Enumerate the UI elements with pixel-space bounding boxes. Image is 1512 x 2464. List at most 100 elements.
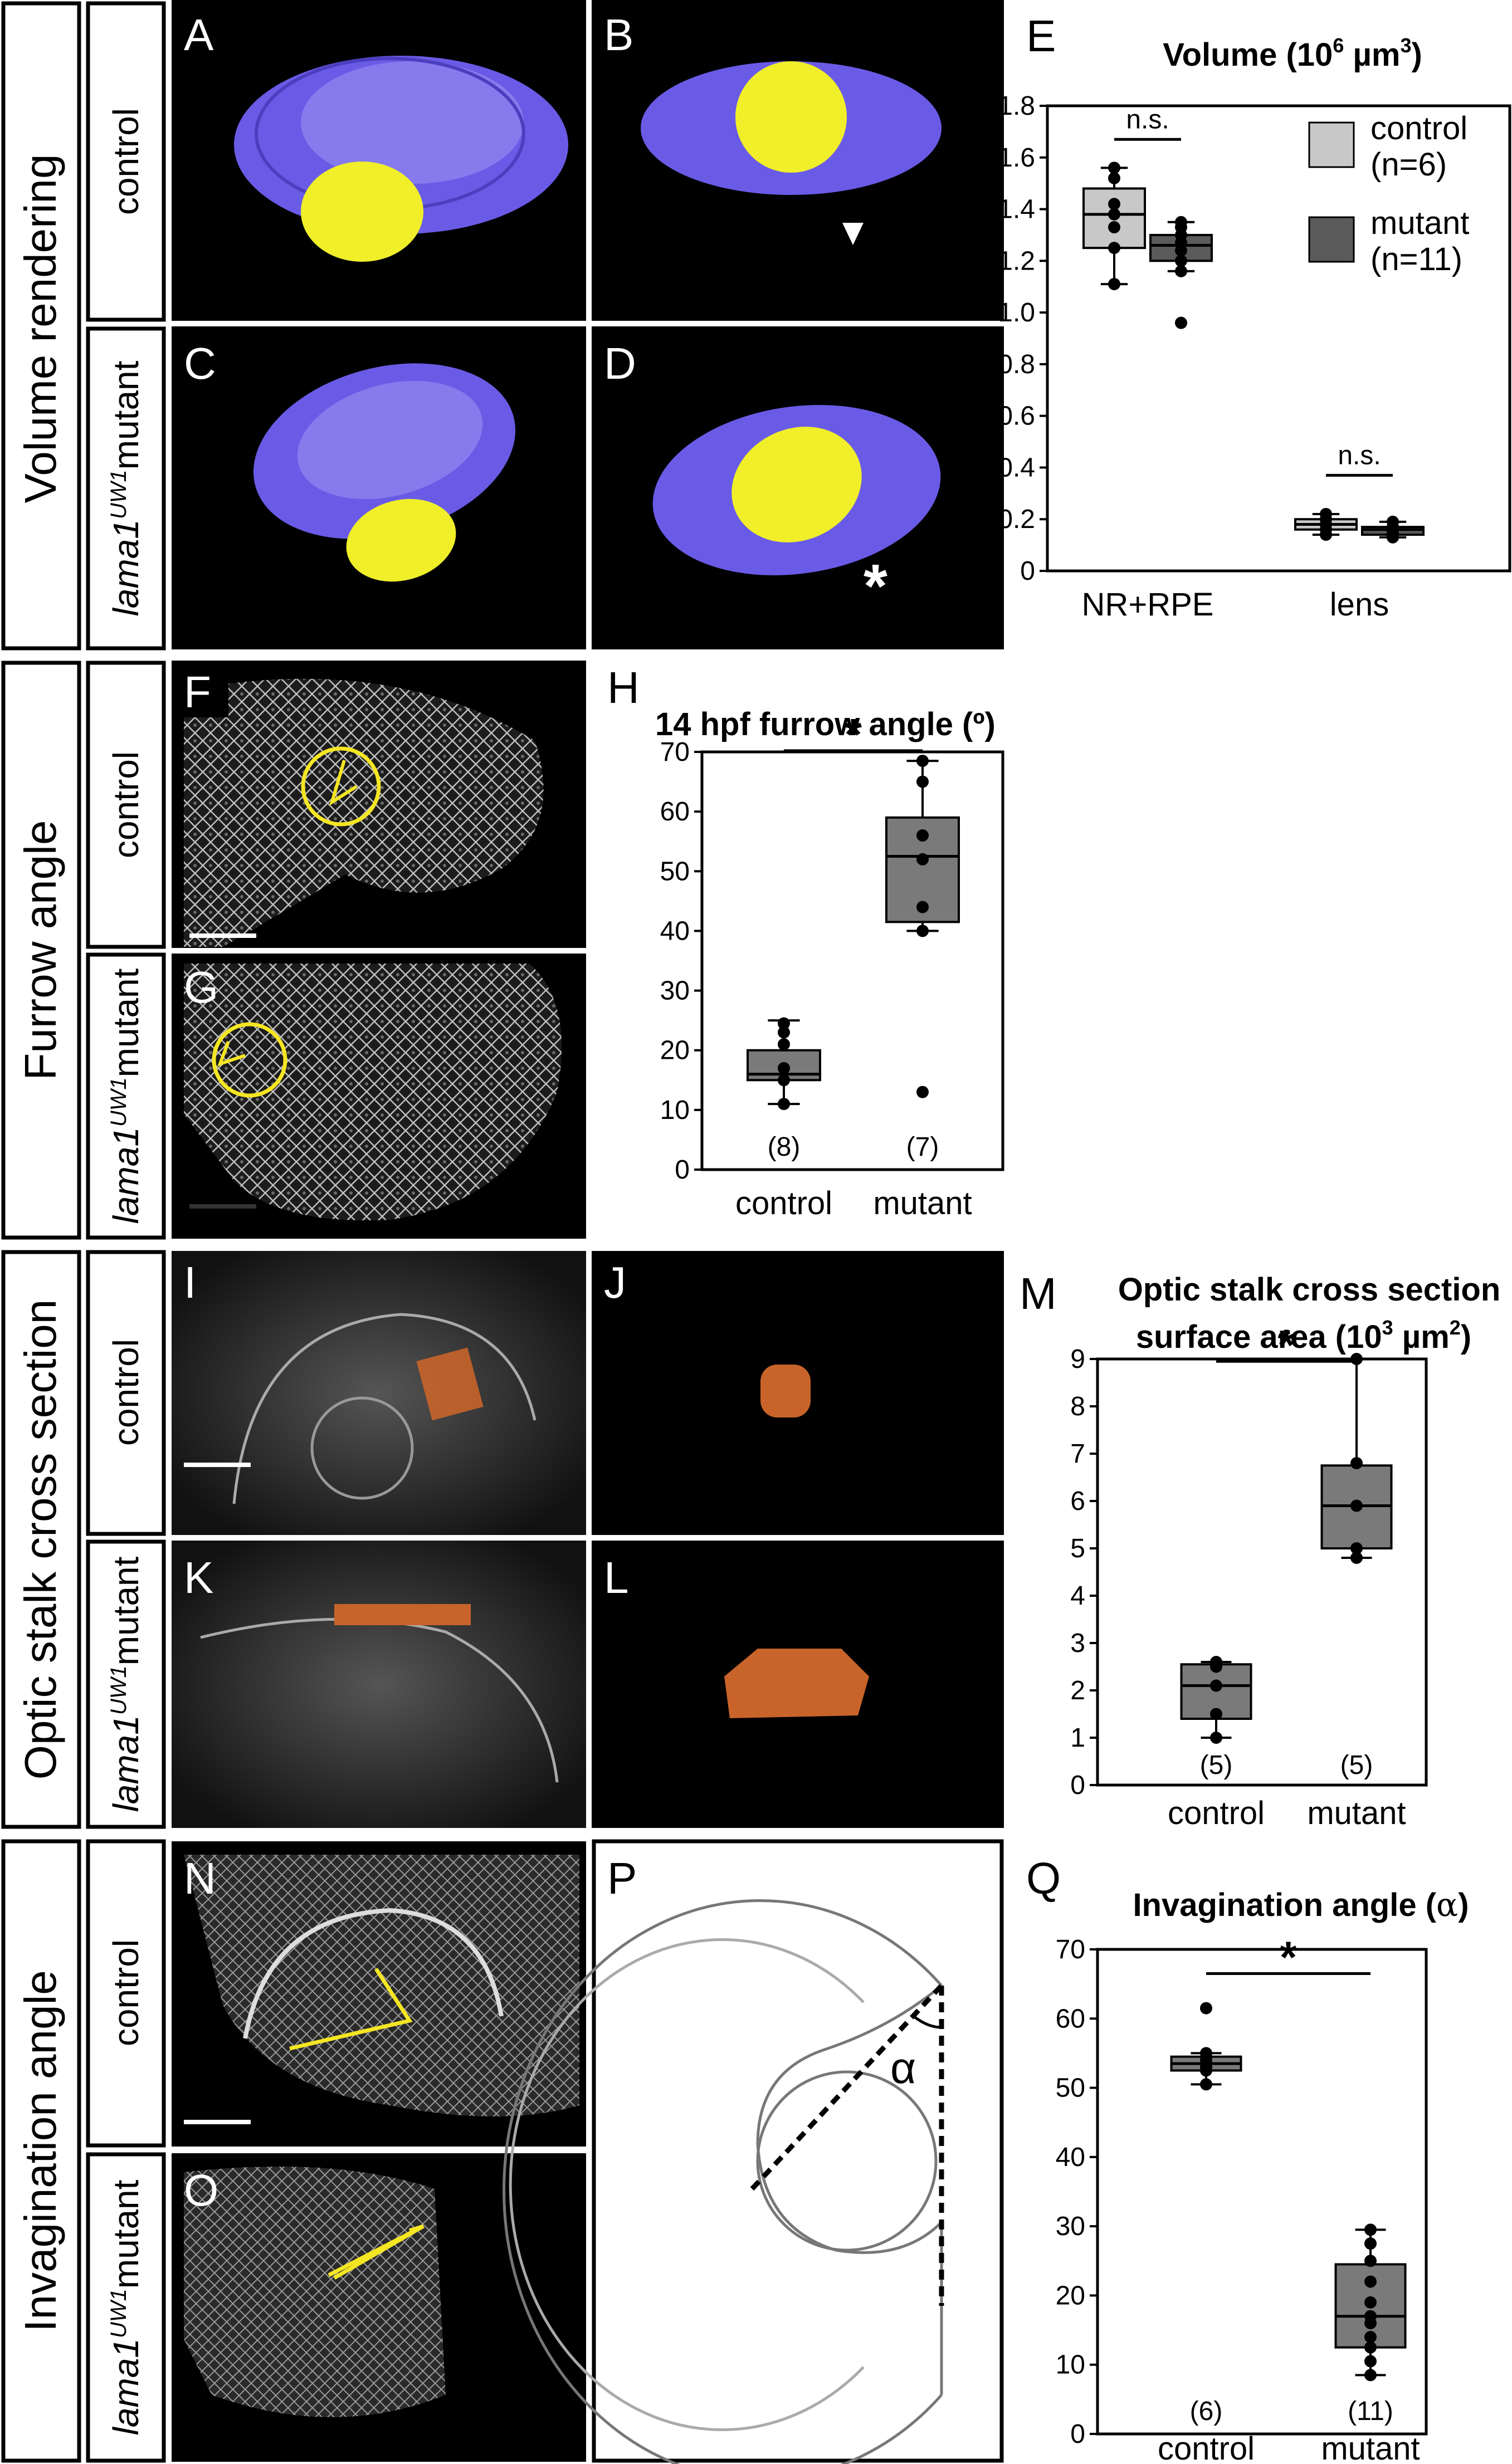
lens-volume	[346, 498, 456, 582]
row-sublabel-control: control	[106, 108, 146, 215]
panel-n: N	[172, 1841, 586, 2147]
optic-stalk-mask	[416, 1347, 484, 1421]
panel-letter-a: A	[184, 10, 214, 60]
data-point	[1108, 278, 1120, 291]
plot-frame	[1046, 104, 1511, 573]
data-point	[1364, 2223, 1377, 2236]
x-category-label: mutant	[1307, 1795, 1406, 1831]
data-point	[778, 1074, 790, 1087]
data-point	[916, 901, 929, 913]
row-sublabel-mutant: lama1UW1mutant	[106, 968, 146, 1224]
data-point	[1350, 1499, 1363, 1512]
row-sublabel-control: control	[106, 751, 146, 858]
chart-title-part: Invagination angle (	[1133, 1887, 1436, 1923]
panel-g: G	[172, 954, 586, 1239]
y-tick-label: 0.6	[998, 402, 1035, 431]
data-point	[1210, 1708, 1222, 1720]
chart-title-part: 6	[1333, 34, 1344, 57]
alpha-label: α	[890, 2043, 916, 2093]
significance-label: n.s.	[1338, 441, 1381, 470]
data-point	[1364, 2255, 1377, 2267]
row-invagination-angle: Invagination angle control lama1UW1mutan…	[1, 1839, 1061, 2464]
row-volume-rendering: Volume rendering control lama1UW1mutant …	[1, 0, 1056, 651]
y-tick-label: 50	[660, 857, 690, 886]
data-point	[1108, 172, 1120, 184]
significance-star: *	[1280, 1933, 1298, 1982]
panel-letter-f: F	[184, 667, 211, 717]
data-point	[1364, 2275, 1377, 2288]
panel-p: α P	[503, 1839, 1004, 2464]
y-tick-label: 50	[1056, 2074, 1085, 2103]
chart-title-part: 3	[1382, 1316, 1393, 1339]
panel-letter-m: M	[1020, 1269, 1057, 1318]
chart-title-part: 3	[1400, 34, 1411, 57]
y-tick-label: 5	[1070, 1534, 1085, 1563]
data-point	[1200, 2078, 1212, 2091]
data-point	[916, 1086, 929, 1098]
y-tick-label: 2	[1070, 1676, 1085, 1705]
data-point	[1364, 2331, 1377, 2343]
data-point	[1210, 1656, 1222, 1668]
data-point	[1350, 1552, 1363, 1564]
chart-furrow-angle: 14 hpf furrow angle (º) 0 10 20 30 40 50 60 70 co…	[655, 706, 1004, 1221]
row-sublabel-control: control	[106, 1339, 146, 1446]
data-point	[1175, 265, 1187, 277]
y-tick-label: 4	[1070, 1581, 1085, 1611]
y-tick-label: 30	[1056, 2212, 1085, 2241]
chart-title: Optic stalk cross section	[1118, 1272, 1501, 1308]
n-label: (8)	[768, 1132, 801, 1162]
optic-stalk-section	[760, 1365, 811, 1417]
y-tick-label: 20	[660, 1036, 690, 1065]
optic-stalk-mask	[334, 1604, 471, 1625]
angle-circle	[301, 746, 381, 827]
y-tick-label: 6	[1070, 1487, 1085, 1516]
n-label: (11)	[1348, 2397, 1393, 2426]
y-tick-label: 8	[1070, 1392, 1085, 1421]
row-sublabel-mutant: lama1UW1mutant	[106, 360, 146, 616]
data-point	[1210, 1732, 1222, 1744]
row-sublabel-control: control	[106, 1939, 146, 2046]
n-label: (5)	[1200, 1751, 1233, 1780]
row-label-invagination-angle: Invagination angle	[16, 1970, 65, 2331]
panel-k: K	[172, 1541, 586, 1828]
significance-star: *	[1277, 1320, 1295, 1370]
data-point	[1364, 2237, 1377, 2250]
data-point	[1108, 221, 1120, 234]
significance-star: *	[845, 710, 862, 759]
row-label-optic-stalk: Optic stalk cross section	[16, 1299, 65, 1780]
y-tick-label: 10	[660, 1096, 690, 1125]
panel-i: I	[172, 1251, 586, 1535]
data-point	[1320, 507, 1332, 520]
chart-invagination-angle: Invagination angle (α) 0 10 20 30 40 50 60 70 con…	[1056, 1886, 1469, 2464]
data-point	[916, 755, 929, 767]
x-category-label: mutant	[873, 1185, 972, 1221]
data-point	[1200, 2002, 1212, 2015]
data-point	[778, 1038, 790, 1050]
panel-d: * D	[592, 326, 1004, 649]
asterisk-marker: *	[864, 552, 887, 620]
plot-frame	[700, 750, 1004, 1171]
y-tick-label: 7	[1070, 1439, 1085, 1469]
y-tick-label: 60	[660, 797, 690, 827]
lens-volume	[301, 162, 423, 262]
panel-letter-c: C	[184, 339, 216, 388]
data-point	[1364, 2341, 1377, 2354]
chart-title-part: 2	[1450, 1316, 1461, 1339]
data-point	[778, 1017, 790, 1030]
panel-a: A	[172, 0, 586, 321]
row-sublabel-mutant: lama1UW1mutant	[106, 1556, 146, 1812]
chart-title: Volume (106 µm3)	[1163, 34, 1422, 73]
y-tick-label: 70	[660, 737, 690, 767]
panel-letter-n: N	[184, 1854, 216, 1903]
panel-letter-l: L	[604, 1553, 629, 1602]
panel-letter-o: O	[184, 2165, 218, 2215]
data-point	[1175, 255, 1187, 267]
row-label-furrow-angle: Furrow angle	[16, 820, 65, 1081]
chart-title-part: µm	[1393, 1319, 1450, 1355]
y-tick-label: 0.2	[998, 505, 1035, 534]
y-tick-label: 0.8	[998, 350, 1035, 379]
x-category-label: NR+RPE	[1082, 586, 1214, 623]
panel-o: O	[172, 2153, 586, 2462]
y-tick-label: 10	[1056, 2350, 1085, 2380]
n-label: (6)	[1190, 2397, 1223, 2426]
